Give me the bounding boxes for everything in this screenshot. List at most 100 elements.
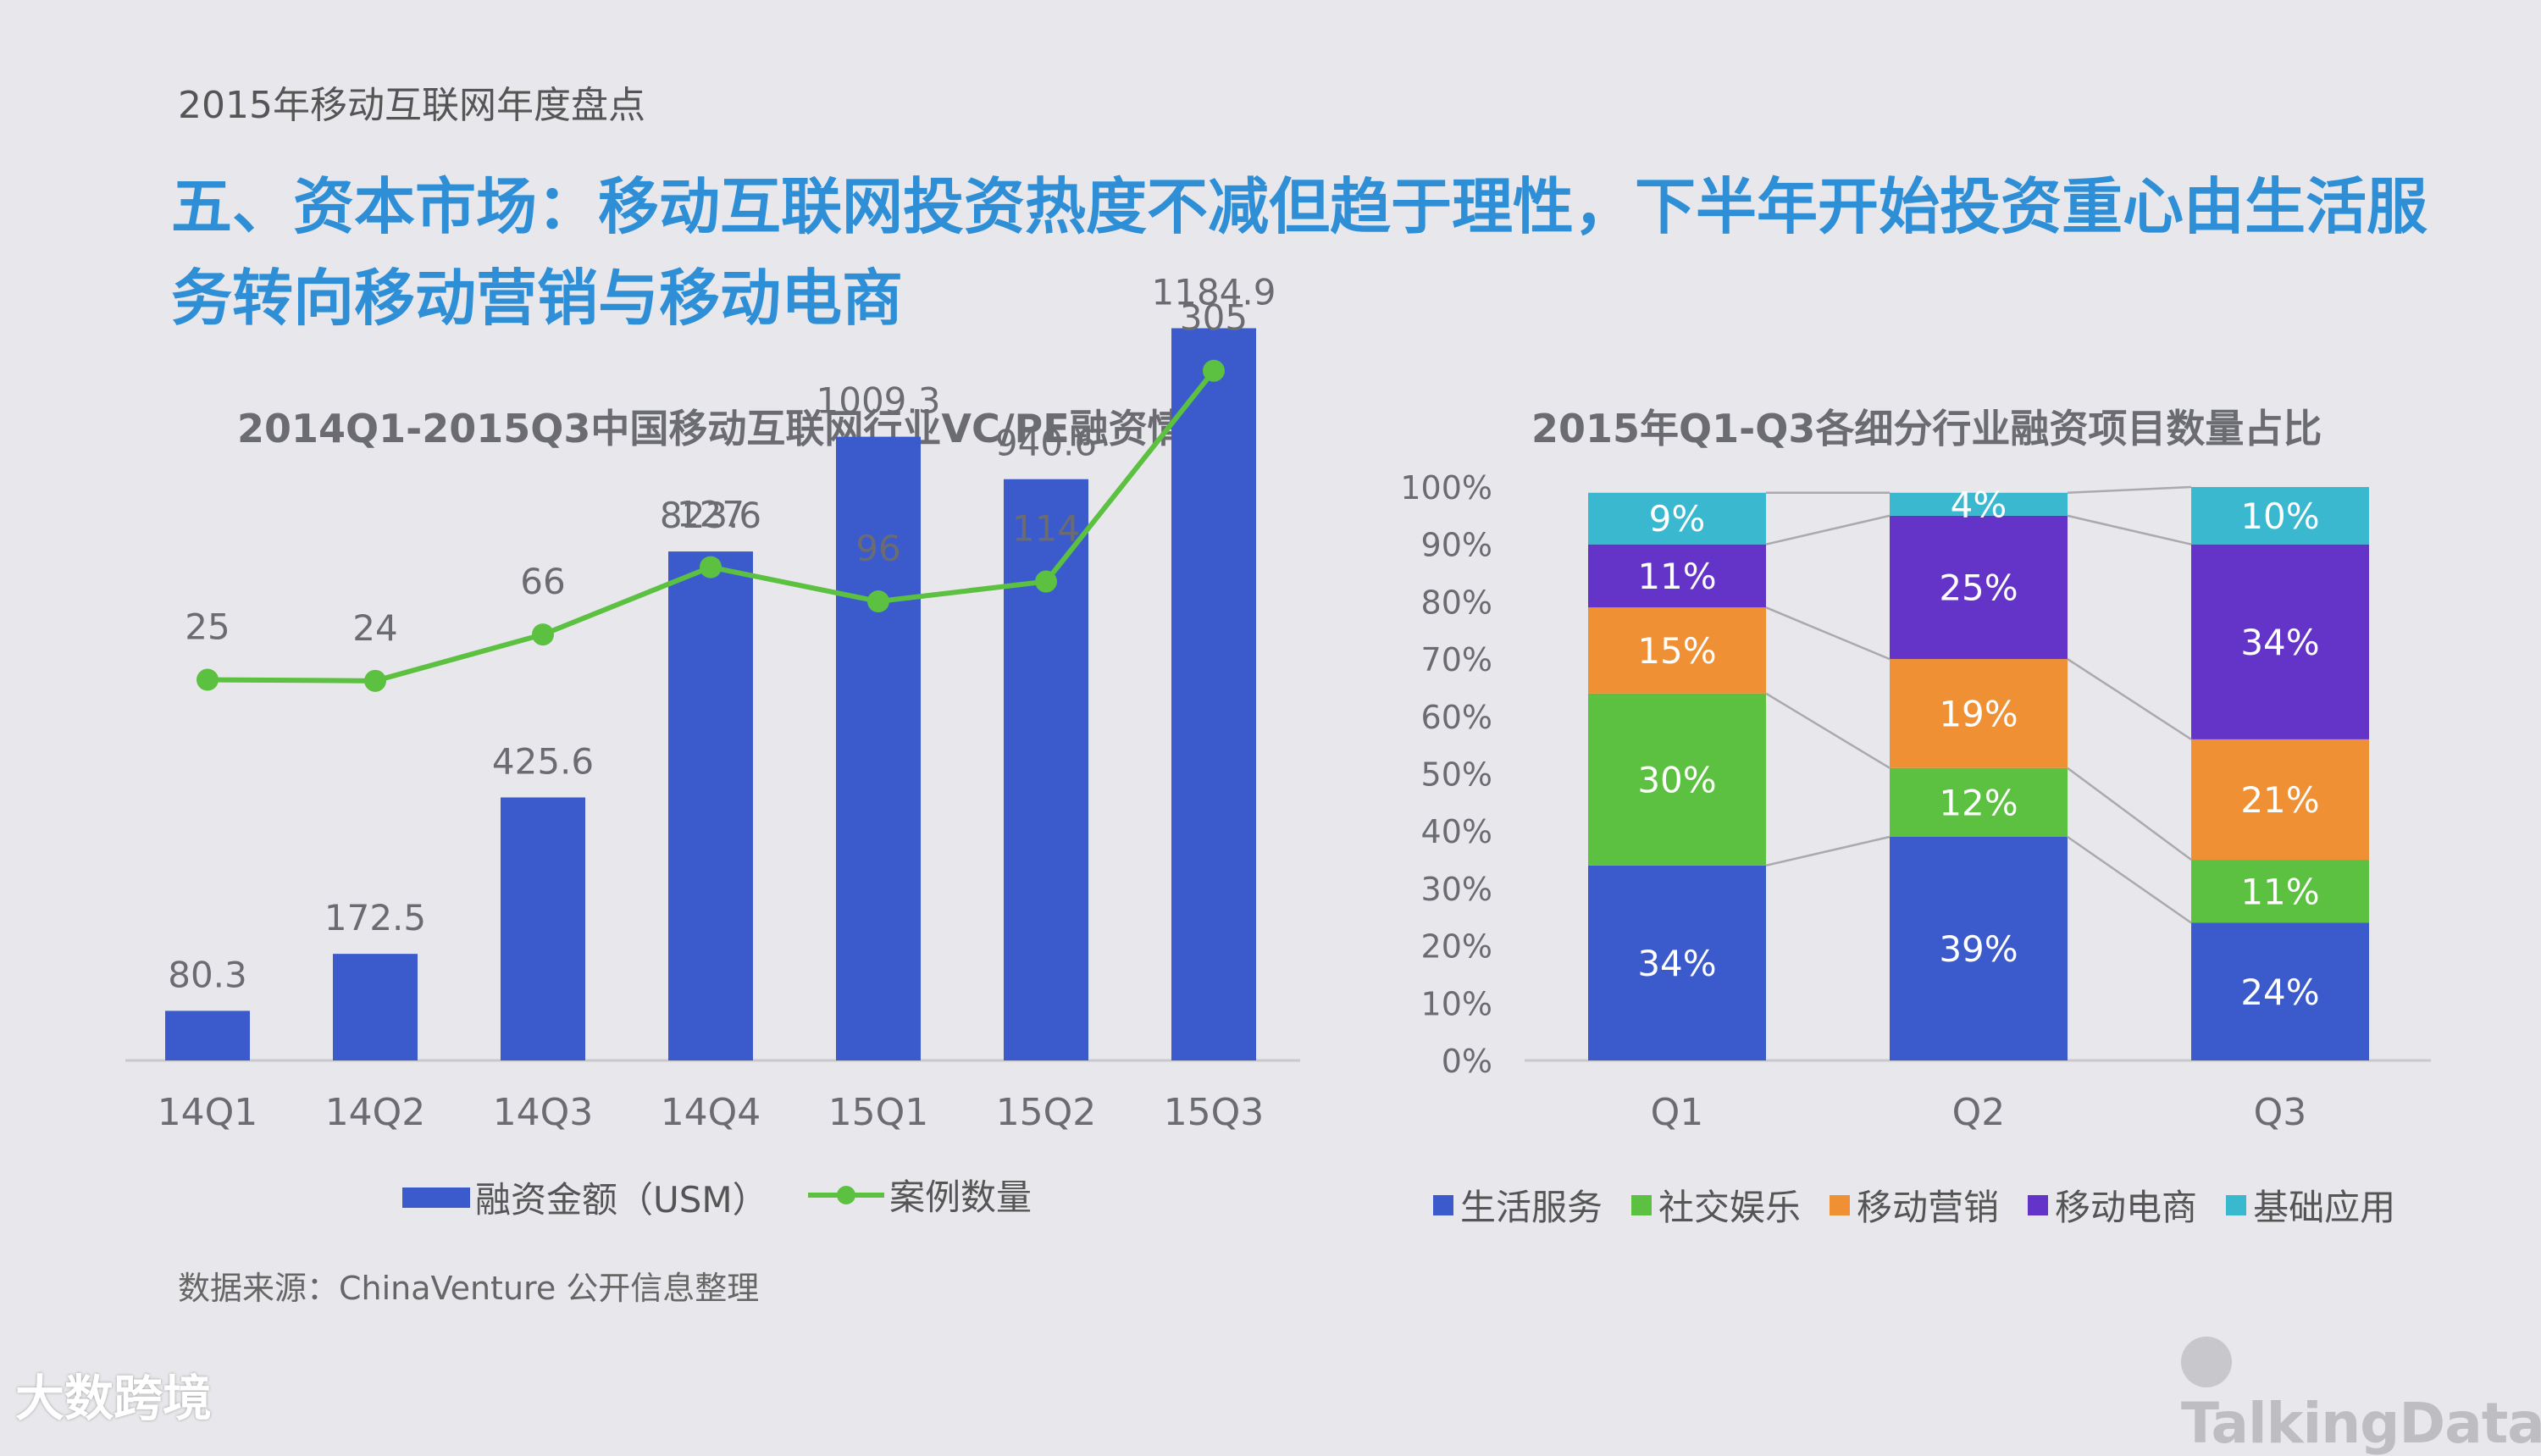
legend-label-count: 案例数量 — [889, 1176, 1032, 1218]
x-tick-label: 15Q3 — [1164, 1091, 1265, 1134]
legend-swatch — [1631, 1194, 1652, 1215]
case-count-point — [532, 623, 554, 646]
y-tick-label: 10% — [1421, 985, 1492, 1022]
stacked-segment-marketing — [2191, 739, 2369, 861]
x-tick-label: 15Q1 — [828, 1091, 929, 1134]
y-tick-label: 20% — [1421, 928, 1492, 966]
stacked-segment-ecommerce — [2191, 544, 2369, 739]
segment-label: 11% — [2240, 871, 2319, 912]
legend-item-social: 社交娱乐 — [1631, 1179, 1801, 1231]
x-tick-label: Q3 — [2254, 1091, 2307, 1134]
left-chart-title: 2014Q1-2015Q3中国移动互联网行业VC/PE融资情况 — [237, 406, 1226, 451]
segment-label: 21% — [2240, 779, 2319, 821]
funding-bar-label: 80.3 — [168, 954, 247, 995]
segment-label: 9% — [1649, 498, 1706, 540]
segment-label: 19% — [1939, 693, 2018, 734]
series-connector-line — [1765, 606, 1891, 661]
segment-label: 12% — [1939, 782, 2018, 823]
segment-label: 30% — [1637, 759, 1716, 800]
x-tick-label: 15Q2 — [996, 1091, 1097, 1134]
y-tick-label: 60% — [1421, 699, 1492, 736]
brand-logo-right: TalkingData — [2181, 1326, 2541, 1456]
case-count-label: 305 — [1180, 297, 1248, 339]
y-tick-label: 0% — [1442, 1043, 1492, 1080]
legend-label: 生活服务 — [1460, 1187, 1603, 1228]
case-count-point — [700, 556, 722, 579]
stacked-segment-marketing — [1890, 659, 2068, 768]
series-connector-line — [2067, 658, 2192, 740]
segment-label: 34% — [1637, 943, 1716, 984]
brand-logo-left: 大数跨境 — [15, 1370, 213, 1427]
series-connector-line — [2067, 835, 2192, 924]
legend-item-count: 案例数量 — [808, 1169, 1032, 1221]
case-count-label: 25 — [185, 606, 230, 648]
x-tick-label: 14Q1 — [158, 1091, 258, 1134]
y-tick-label: 50% — [1421, 756, 1492, 794]
stacked-segment-social — [1890, 767, 2068, 837]
x-tick-label: 14Q4 — [661, 1091, 761, 1134]
y-tick-label: 100% — [1400, 469, 1492, 507]
legend-label: 社交娱乐 — [1658, 1187, 1802, 1228]
case-count-point — [364, 669, 386, 692]
y-tick-label: 80% — [1421, 584, 1492, 621]
segment-label: 34% — [2240, 622, 2319, 663]
series-connector-line — [1765, 692, 1891, 769]
legend-label: 移动电商 — [2055, 1187, 2198, 1228]
segment-label: 4% — [1951, 484, 2007, 525]
funding-bar — [668, 551, 753, 1060]
series-connector-line — [2067, 485, 2192, 495]
legend-line-swatch — [808, 1185, 884, 1204]
case-count-point — [1203, 359, 1225, 382]
right-chart-legend: 生活服务 社交娱乐 移动营销 移动电商 基础应用 — [1433, 1179, 2424, 1231]
funding-bar-label: 1184.9 — [1152, 271, 1276, 313]
funding-bar — [501, 797, 585, 1060]
legend-label: 基础应用 — [2253, 1187, 2396, 1228]
y-tick-label: 40% — [1421, 813, 1492, 850]
stacked-segment-basic — [1588, 492, 1766, 545]
series-connector-line — [1765, 514, 1891, 545]
brand-logo-right-text: TalkingData — [2181, 1391, 2541, 1456]
case-count-label: 96 — [855, 528, 900, 569]
segment-label: 25% — [1939, 567, 2018, 608]
case-count-point — [867, 590, 889, 613]
segment-label: 39% — [1939, 928, 2018, 970]
funding-bar-label: 425.6 — [492, 740, 594, 782]
series-connector-line — [2067, 767, 2192, 861]
legend-label-amount: 融资金额（USM） — [475, 1179, 768, 1221]
legend-item-ecommerce: 移动电商 — [2028, 1179, 2197, 1231]
funding-bar — [1171, 328, 1256, 1060]
legend-item-living: 生活服务 — [1433, 1179, 1603, 1231]
legend-swatch — [1433, 1194, 1453, 1215]
segment-label: 24% — [2240, 972, 2319, 1013]
series-connector-line — [2067, 514, 2192, 545]
stacked-segment-social — [1588, 693, 1766, 866]
right-chart-title: 2015年Q1-Q3各细分行业融资项目数量占比 — [1531, 406, 2322, 451]
x-tick-label: 14Q3 — [493, 1091, 594, 1134]
stacked-segment-living — [2191, 922, 2369, 1060]
y-tick-label: 70% — [1421, 641, 1492, 678]
y-tick-label: 90% — [1421, 527, 1492, 564]
case-count-label: 24 — [352, 607, 397, 649]
stacked-segment-basic — [1890, 492, 2068, 516]
stacked-segment-social — [2191, 860, 2369, 923]
funding-bar — [165, 1010, 250, 1060]
y-tick-label: 30% — [1421, 871, 1492, 908]
case-count-label: 127 — [677, 494, 745, 535]
page-kicker: 2015年移动互联网年度盘点 — [178, 84, 645, 127]
case-count-point — [197, 668, 219, 691]
funding-bar-label: 172.5 — [324, 897, 426, 938]
x-tick-label: Q2 — [1952, 1091, 2006, 1134]
funding-bar-label: 940.6 — [995, 423, 1097, 464]
left-chart-legend: 融资金额（USM） 案例数量 — [402, 1169, 1060, 1223]
segment-label: 10% — [2240, 495, 2319, 537]
case-count-label: 114 — [1012, 508, 1080, 550]
legend-swatch — [2226, 1194, 2247, 1215]
stacked-segment-ecommerce — [1890, 515, 2068, 660]
case-count-label: 66 — [520, 561, 565, 602]
legend-swatch — [2028, 1194, 2049, 1215]
funding-bar — [836, 436, 921, 1060]
series-connector-line — [1765, 835, 1891, 867]
stacked-segment-basic — [2191, 487, 2369, 545]
